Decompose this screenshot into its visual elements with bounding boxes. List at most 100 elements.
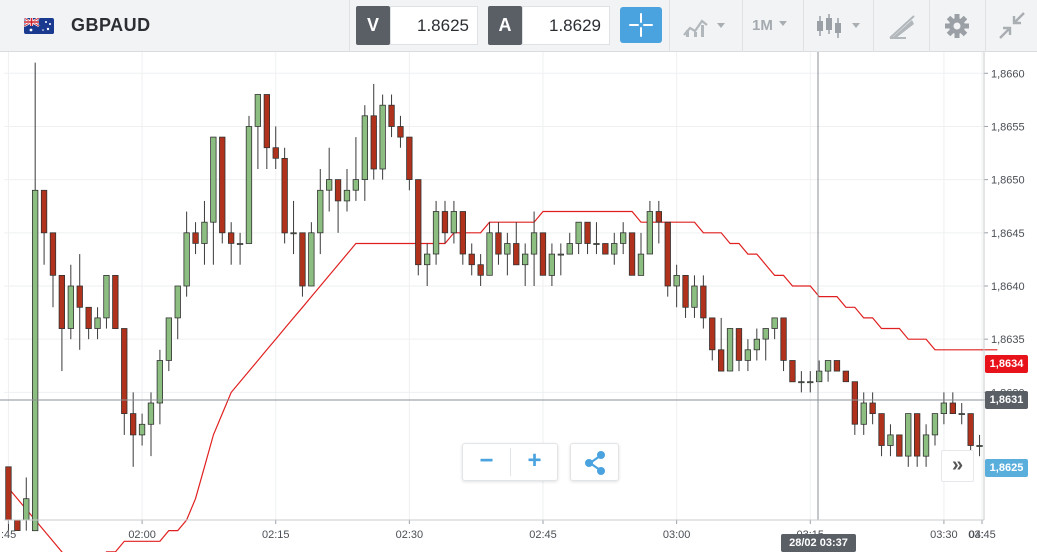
timeframe-dropdown[interactable]: [776, 8, 796, 44]
price-chart[interactable]: 1,8660 1,8655 1,8650 1,8645 1,8640 1,8635 1,86…: [0, 52, 1037, 552]
candle-body-up: [504, 243, 511, 255]
candle: [40, 189, 48, 265]
zoom-out-button[interactable]: −: [479, 447, 494, 474]
candle-body-up: [165, 317, 173, 361]
drawing-tools-button[interactable]: [884, 8, 920, 44]
x-tick-label: 03:45: [968, 529, 996, 541]
candle: [495, 222, 502, 265]
candle: [67, 264, 74, 340]
candle: [165, 317, 173, 372]
gbp-aud-flag-icon: [24, 18, 54, 34]
x-tick-label: 03:30: [930, 529, 958, 541]
settings-button[interactable]: [940, 8, 976, 44]
candle: [397, 115, 404, 148]
candle-body-up: [548, 253, 555, 276]
candle-body-down: [789, 360, 796, 383]
buy-tag[interactable]: A: [488, 6, 522, 45]
candle-style-button[interactable]: [810, 8, 868, 44]
candle-body-up: [958, 413, 965, 416]
candle: [842, 370, 849, 383]
candle-body-up: [753, 338, 760, 351]
candle: [441, 200, 449, 244]
candle-body-down: [406, 136, 413, 180]
candle: [23, 477, 30, 531]
candle: [129, 392, 137, 467]
candle-body-down: [299, 232, 306, 287]
collapse-button[interactable]: [994, 8, 1030, 44]
candle-body-up: [103, 274, 110, 319]
crosshair-time-tag: 28/02 03:37: [781, 534, 856, 552]
candle: [878, 413, 885, 457]
candle-body-down: [112, 274, 119, 329]
y-tick-label: 1,8635: [991, 334, 1025, 346]
candle: [762, 328, 769, 361]
candle-body-down: [85, 306, 92, 330]
candle-body-up: [522, 253, 529, 266]
candle-body-up: [940, 402, 947, 415]
candle: [263, 94, 271, 169]
candle-body-down: [628, 232, 636, 276]
candle-body-up: [807, 381, 814, 384]
candle: [504, 232, 511, 276]
candle: [147, 392, 155, 457]
candle-body-up: [423, 253, 431, 266]
candle: [949, 392, 956, 415]
zoom-in-button[interactable]: +: [527, 447, 542, 474]
candle-body-down: [415, 179, 422, 266]
candle: [121, 328, 128, 435]
candle: [183, 211, 190, 297]
candle: [575, 221, 582, 255]
candle-body-up: [325, 179, 333, 191]
candle: [753, 328, 760, 361]
toolbar-divider: [929, 0, 930, 52]
candle: [851, 381, 858, 435]
candle-body-down: [192, 232, 199, 244]
candle-body-up: [611, 243, 618, 255]
candle-body-up: [646, 211, 653, 255]
crosshair-price-tag: 1,8631: [985, 391, 1028, 409]
candle-body-up: [637, 253, 645, 276]
sell-tag[interactable]: V: [356, 6, 390, 45]
timeframe-selector[interactable]: 1M: [752, 17, 773, 34]
candle: [566, 232, 573, 255]
candle: [103, 274, 110, 329]
share-button[interactable]: [570, 443, 619, 481]
candle-body-up: [317, 189, 324, 234]
candle-body-up: [620, 232, 627, 244]
candle: [85, 306, 92, 340]
sell-price[interactable]: 1.8625: [390, 6, 478, 45]
moving-average-line: [8, 210, 998, 552]
candle: [931, 413, 939, 446]
candle: [513, 222, 520, 266]
candle-body-up: [210, 136, 217, 223]
candle: [914, 413, 921, 467]
candle-body-up: [575, 221, 582, 244]
candle: [682, 274, 689, 318]
candle-body-up: [432, 211, 440, 255]
candlestick-chart-canvas[interactable]: 1,8660 1,8655 1,8650 1,8645 1,8640 1,8635 1,86…: [0, 52, 1037, 552]
candles-layer: [5, 62, 983, 532]
candle: [522, 243, 529, 286]
crosshair-button[interactable]: [620, 7, 662, 43]
candle: [530, 211, 538, 286]
candle-body-down: [334, 179, 342, 202]
candle: [299, 232, 306, 297]
candle-body-up: [138, 423, 146, 436]
candle: [432, 200, 440, 265]
share-icon: [585, 451, 605, 475]
chart-type-button[interactable]: [680, 8, 732, 44]
candle-body-up: [201, 221, 208, 244]
candle: [611, 232, 618, 265]
candle: [317, 169, 324, 255]
toolbar-divider: [803, 0, 804, 52]
candle: [486, 222, 493, 276]
candle-body-up: [976, 445, 983, 447]
candle-body-up: [931, 413, 939, 436]
x-tick-label: 04:: [969, 529, 984, 541]
candle-body-down: [700, 285, 707, 319]
candle-body-up: [486, 232, 493, 276]
scroll-to-latest-button[interactable]: »: [941, 450, 974, 482]
buy-price[interactable]: 1.8629: [522, 6, 610, 45]
instrument-symbol: GBPAUD: [71, 15, 151, 35]
candle: [646, 200, 653, 255]
